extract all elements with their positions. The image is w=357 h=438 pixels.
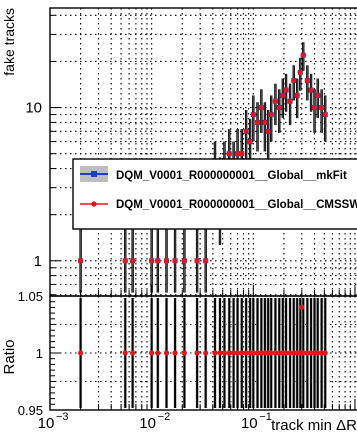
data-point-cmssw xyxy=(181,258,188,264)
ratio-point xyxy=(299,304,305,310)
ratio-point xyxy=(130,350,136,356)
ratio-point xyxy=(221,350,228,356)
data-point-cmssw xyxy=(265,128,271,134)
data-point-cmssw xyxy=(315,92,321,99)
data-point-cmssw xyxy=(226,151,232,157)
data-point-cmssw xyxy=(262,119,268,126)
data-point-cmssw xyxy=(283,87,289,93)
legend-box xyxy=(72,158,357,230)
data-point-cmssw xyxy=(291,77,297,84)
x-tick-label-exponent: −1 xyxy=(259,411,272,423)
ratio-point xyxy=(272,350,279,356)
ratio-point xyxy=(194,350,200,356)
data-point-cmssw xyxy=(311,104,318,111)
data-point-cmssw xyxy=(300,52,306,58)
ratio-point xyxy=(226,350,232,356)
ratio-point xyxy=(322,350,328,356)
data-point-cmssw xyxy=(149,258,155,264)
data-point-cmssw xyxy=(243,128,249,134)
data-point-cmssw xyxy=(272,98,279,104)
ratio-tick-label: 1.05 xyxy=(18,289,43,304)
ratio-point xyxy=(163,350,170,356)
ratio-tick-label: 0.95 xyxy=(18,403,43,418)
data-point-cmssw xyxy=(155,258,161,264)
legend-swatch-marker xyxy=(91,201,97,207)
data-point-cmssw xyxy=(254,119,261,126)
data-point-cmssw xyxy=(280,92,286,99)
ratio-point xyxy=(217,350,223,356)
data-point-cmssw xyxy=(322,111,328,118)
y-tick-label: 1 xyxy=(34,253,42,270)
data-point-cmssw xyxy=(203,258,209,264)
ratio-point xyxy=(304,350,310,356)
x-tick-label-exponent: −2 xyxy=(158,411,171,423)
ratio-tick-label: 1 xyxy=(36,346,43,361)
x-axis-title: track min ΔR xyxy=(271,417,357,433)
data-point-cmssw xyxy=(308,87,314,93)
x-tick-label-base: 10 xyxy=(38,415,55,432)
data-point-cmssw xyxy=(319,104,325,111)
ratio-point xyxy=(234,350,241,356)
ratio-point xyxy=(319,350,325,356)
data-point-cmssw xyxy=(250,111,256,118)
data-point-cmssw xyxy=(276,104,282,111)
legend-swatch-marker xyxy=(91,171,97,177)
data-point-cmssw xyxy=(130,258,136,264)
ratio-point xyxy=(78,350,84,356)
ratio-point xyxy=(287,350,293,356)
data-point-cmssw xyxy=(122,258,128,264)
ratio-point xyxy=(239,350,245,356)
data-point-cmssw xyxy=(258,104,264,111)
ratio-point xyxy=(254,350,261,356)
data-point-cmssw xyxy=(78,258,84,264)
ratio-point xyxy=(300,350,306,356)
ratio-point xyxy=(231,350,237,356)
ratio-point xyxy=(250,350,256,356)
data-point-cmssw xyxy=(234,151,241,157)
data-point-cmssw xyxy=(297,69,303,75)
data-point-cmssw xyxy=(294,92,300,99)
ratio-point xyxy=(283,350,289,356)
ratio-point xyxy=(172,350,178,356)
data-marks xyxy=(78,42,328,356)
data-point-cmssw xyxy=(268,111,274,118)
ratio-point xyxy=(149,350,155,356)
legend-entry-cmssw: DQM_V0001_R000000001__Global__CMSSW xyxy=(116,199,357,211)
ratio-point xyxy=(203,350,209,356)
x-tick-label-base: 10 xyxy=(241,415,258,432)
x-tick-label-base: 10 xyxy=(139,415,156,432)
ratio-point xyxy=(268,350,274,356)
legend: DQM_V0001_R000000001__Global__mkFit DQM_V… xyxy=(72,158,357,230)
data-point-cmssw xyxy=(194,258,200,264)
ratio-axis-title: Ratio xyxy=(1,339,18,374)
ratio-point xyxy=(181,350,188,356)
ratio-point xyxy=(243,350,249,356)
x-tick-label-exponent: −3 xyxy=(56,411,69,423)
legend-entry-mkfit: DQM_V0001_R000000001__Global__mkFit xyxy=(116,170,347,182)
data-point-cmssw xyxy=(247,138,253,145)
axis-ticks xyxy=(49,14,356,411)
ratio-point xyxy=(155,350,161,356)
data-point-cmssw xyxy=(172,258,178,264)
y-axis-title: fake tracks xyxy=(1,8,17,76)
ratio-point xyxy=(212,350,218,356)
data-point-cmssw xyxy=(287,98,293,104)
data-point-cmssw xyxy=(239,151,245,157)
ratio-point xyxy=(122,350,128,356)
top-panel-frame xyxy=(49,7,357,297)
data-point-cmssw xyxy=(304,77,310,84)
y-tick-label: 10 xyxy=(25,100,42,117)
ratio-point xyxy=(315,350,321,356)
data-point-cmssw xyxy=(163,258,170,264)
